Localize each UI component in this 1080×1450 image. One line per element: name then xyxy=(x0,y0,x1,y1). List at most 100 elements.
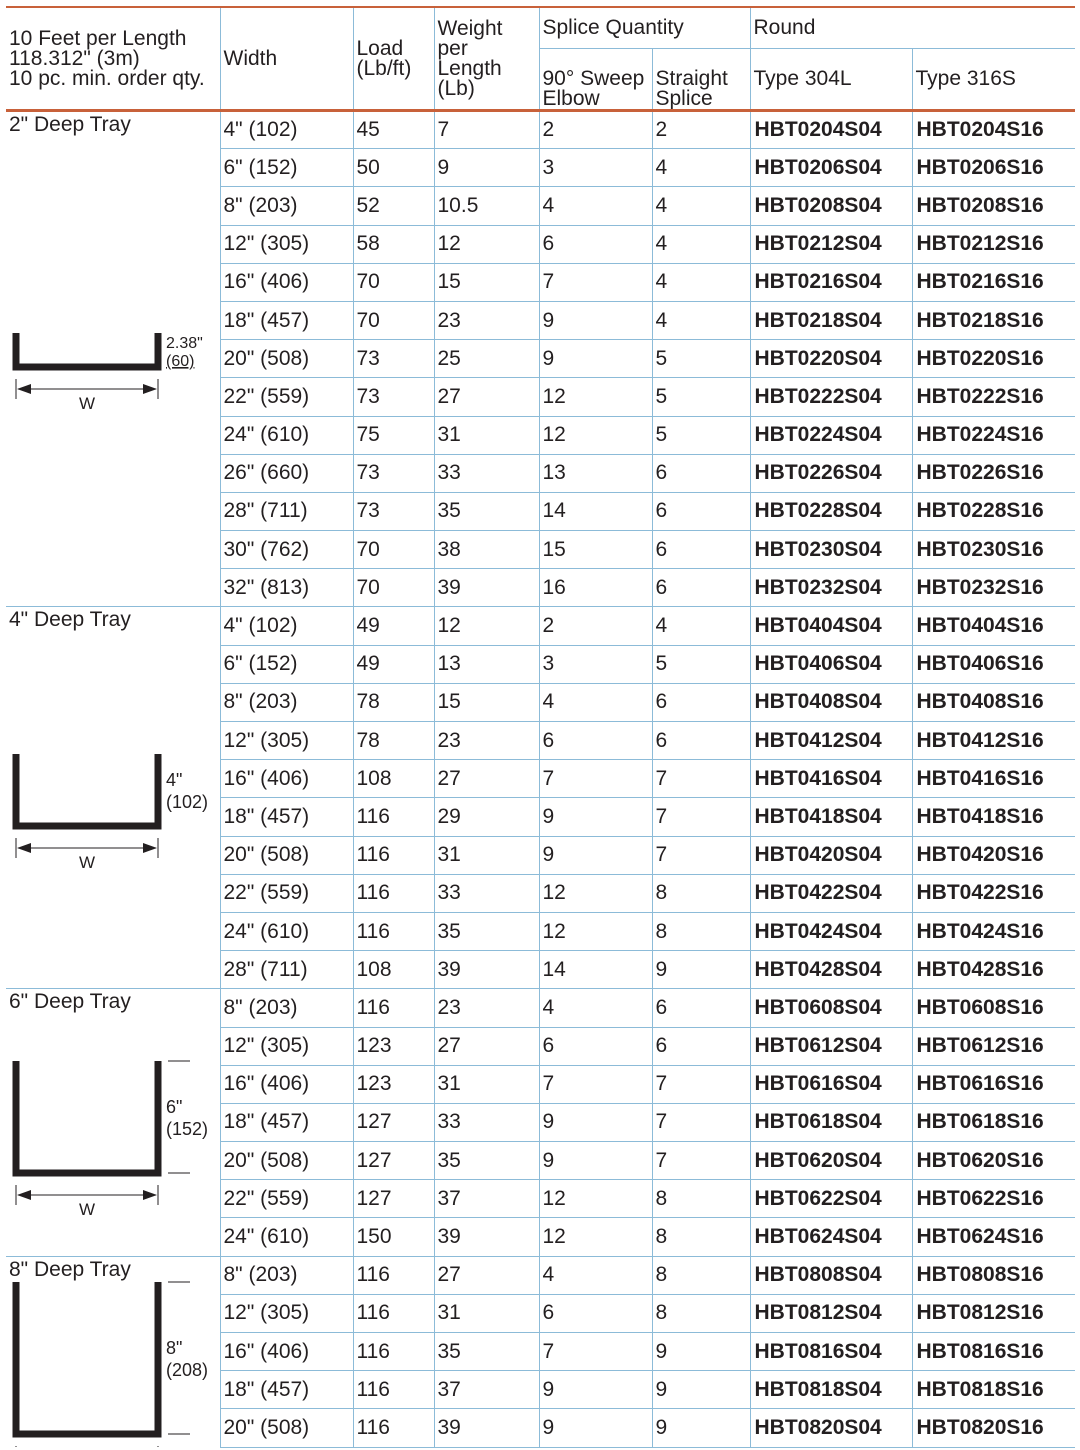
cell-width: 30" (762) xyxy=(219,530,353,570)
cell-straight: 8 xyxy=(651,1255,750,1295)
cell-load: 78 xyxy=(352,721,434,761)
part-number-304: HBT0622S04 xyxy=(749,1179,912,1219)
cell-width: 16" (406) xyxy=(219,759,353,799)
table-row: 8" (203) 52 10.5 4 4 HBT0208S04 HBT0208S16 xyxy=(6,186,1076,226)
cell-load: 70 xyxy=(352,263,434,302)
part-number-316: HBT0612S16 xyxy=(911,1027,1076,1066)
cell-elbow: 4 xyxy=(538,186,652,226)
width-label: W xyxy=(79,394,95,413)
cell-straight: 8 xyxy=(651,874,750,913)
cell-load: 73 xyxy=(352,377,434,417)
part-number-316: HBT0208S16 xyxy=(911,186,1076,226)
cell-width: 12" (305) xyxy=(219,721,353,761)
header-elbow: 90° Sweep Elbow xyxy=(538,48,652,111)
header-length-info: 10 Feet per Length 118.312" (3m) 10 pc. … xyxy=(6,7,220,111)
cell-weight: 15 xyxy=(433,683,539,723)
cell-width: 12" (305) xyxy=(219,1027,353,1066)
table-row: 18" (457) 116 37 9 9 HBT0818S04 HBT0818S16 xyxy=(6,1370,1076,1410)
part-number-304: HBT0212S04 xyxy=(749,225,912,264)
cell-weight: 35 xyxy=(433,1141,539,1181)
table-row: 24" (610) 116 35 12 8 HBT0424S04 HBT0424S16 xyxy=(6,912,1076,952)
table-row: 8" (203) 78 15 4 6 HBT0408S04 HBT0408S16 xyxy=(6,683,1076,723)
section-label-cell: 4" Deep Tray 4" (102) W xyxy=(6,606,220,989)
cell-straight: 5 xyxy=(651,339,750,379)
cell-straight: 6 xyxy=(651,1027,750,1066)
cell-weight: 35 xyxy=(433,492,539,532)
cell-elbow: 6 xyxy=(538,225,652,264)
cell-width: 8" (203) xyxy=(219,1255,353,1295)
cell-width: 12" (305) xyxy=(219,1294,353,1334)
cell-straight: 4 xyxy=(651,186,750,226)
cell-straight: 6 xyxy=(651,988,750,1028)
table-row: 12" (305) 58 12 6 4 HBT0212S04 HBT0212S16 xyxy=(6,225,1076,264)
part-number-304: HBT0228S04 xyxy=(749,492,912,532)
table-row: 16" (406) 70 15 7 4 HBT0216S04 HBT0216S16 xyxy=(6,263,1076,302)
cell-width: 6" (152) xyxy=(219,645,353,684)
part-number-316: HBT0418S16 xyxy=(911,797,1076,837)
cell-load: 116 xyxy=(352,912,434,952)
part-number-316: HBT0622S16 xyxy=(911,1179,1076,1219)
part-number-304: HBT0418S04 xyxy=(749,797,912,837)
part-number-304: HBT0416S04 xyxy=(749,759,912,799)
cell-width: 28" (711) xyxy=(219,950,353,990)
cell-straight: 6 xyxy=(651,721,750,761)
header-weight-unit: (Lb) xyxy=(437,76,475,100)
cell-straight: 9 xyxy=(651,1408,750,1448)
part-number-316: HBT0616S16 xyxy=(911,1065,1076,1104)
cell-weight: 37 xyxy=(433,1179,539,1219)
part-number-316: HBT0420S16 xyxy=(911,836,1076,875)
cell-straight: 8 xyxy=(651,1217,750,1257)
cell-elbow: 12 xyxy=(538,874,652,913)
tray-outline xyxy=(12,1281,162,1438)
cell-width: 22" (559) xyxy=(219,874,353,913)
cell-width: 28" (711) xyxy=(219,492,353,532)
cell-weight: 39 xyxy=(433,950,539,990)
cell-load: 127 xyxy=(352,1141,434,1181)
cell-weight: 29 xyxy=(433,797,539,837)
cell-straight: 8 xyxy=(651,1294,750,1334)
cell-weight: 33 xyxy=(433,454,539,493)
header-type-304: Type 304L xyxy=(749,48,912,111)
section-label-cell: 6" Deep Tray 6" (152) W xyxy=(6,988,220,1257)
cell-straight: 6 xyxy=(651,492,750,532)
tray-profile-diagram: 4"(102) W xyxy=(12,754,208,872)
cell-elbow: 12 xyxy=(538,1179,652,1219)
cell-load: 73 xyxy=(352,454,434,493)
cell-straight: 4 xyxy=(651,301,750,341)
cell-straight: 2 xyxy=(651,109,750,150)
cell-elbow: 4 xyxy=(538,1255,652,1295)
table-row: 16" (406) 116 35 7 9 HBT0816S04 HBT0816S16 xyxy=(6,1332,1076,1372)
header-straight-line: Splice xyxy=(655,87,713,110)
cell-width: 4" (102) xyxy=(219,606,353,646)
cell-straight: 6 xyxy=(651,454,750,493)
cell-elbow: 12 xyxy=(538,416,652,455)
cell-width: 16" (406) xyxy=(219,1332,353,1372)
cell-load: 73 xyxy=(352,339,434,379)
cell-load: 49 xyxy=(352,606,434,646)
part-number-316: HBT0422S16 xyxy=(911,874,1076,913)
part-number-316: HBT0220S16 xyxy=(911,339,1076,379)
table-row: 18" (457) 127 33 9 7 HBT0618S04 HBT0618S16 xyxy=(6,1103,1076,1143)
cell-straight: 4 xyxy=(651,606,750,646)
table-row: 18" (457) 116 29 9 7 HBT0418S04 HBT0418S16 xyxy=(6,797,1076,837)
header-metric-line: 118.312" (3m) xyxy=(9,46,140,70)
cell-elbow: 2 xyxy=(538,606,652,646)
part-number-316: HBT0620S16 xyxy=(911,1141,1076,1181)
cell-elbow: 7 xyxy=(538,263,652,302)
cell-weight: 38 xyxy=(433,530,539,570)
cell-width: 20" (508) xyxy=(219,339,353,379)
header-load-line: Load xyxy=(356,36,404,60)
part-number-316: HBT0212S16 xyxy=(911,225,1076,264)
cell-elbow: 9 xyxy=(538,339,652,379)
table-row: 12" (305) 123 27 6 6 HBT0612S04 HBT0612S16 xyxy=(6,1027,1076,1066)
cell-load: 45 xyxy=(352,109,434,150)
cell-weight: 13 xyxy=(433,645,539,684)
part-number-316: HBT0232S16 xyxy=(911,568,1076,608)
header-length-line: 10 Feet per Length xyxy=(9,26,187,50)
cell-straight: 7 xyxy=(651,1065,750,1104)
cell-elbow: 6 xyxy=(538,1294,652,1334)
part-number-316: HBT0228S16 xyxy=(911,492,1076,532)
part-number-316: HBT0406S16 xyxy=(911,645,1076,684)
cell-load: 116 xyxy=(352,1370,434,1410)
part-number-304: HBT0812S04 xyxy=(749,1294,912,1334)
